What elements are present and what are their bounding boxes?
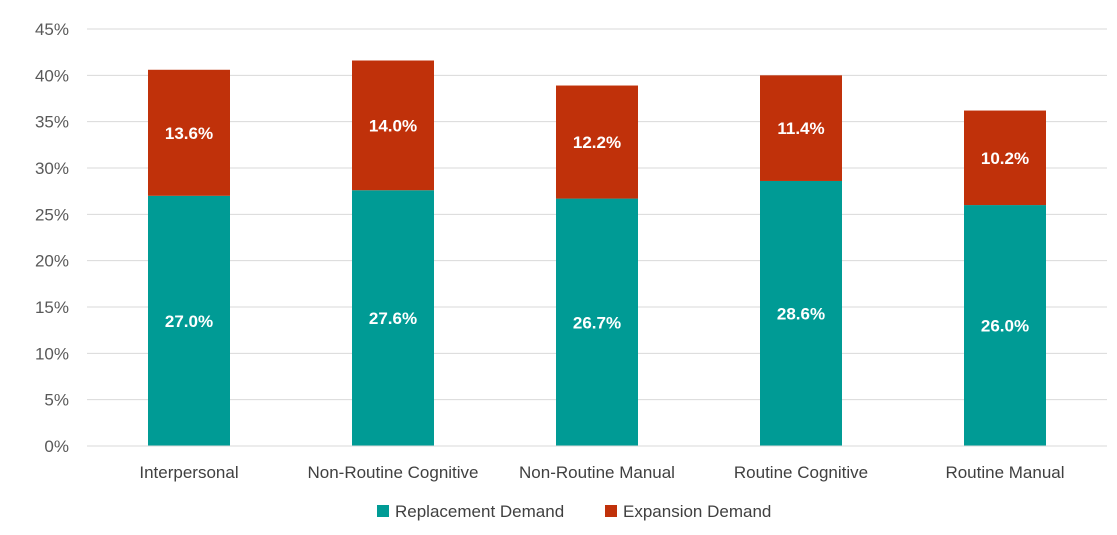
bar-segment [148, 195, 230, 446]
y-axis: 0% 5% 10% 15% 20% 25% 30% 35% 40% 45% [35, 20, 69, 456]
y-tick-label: 15% [35, 298, 69, 317]
data-label: 11.4% [777, 119, 824, 138]
bar-segment [352, 190, 434, 446]
legend-label: Expansion Demand [623, 502, 771, 521]
x-tick-label: Non-Routine Manual [519, 463, 675, 482]
y-tick-label: 40% [35, 66, 69, 85]
bar-segment [964, 205, 1046, 446]
bars [148, 60, 1046, 446]
data-label: 14.0% [369, 116, 417, 135]
y-tick-label: 25% [35, 205, 69, 224]
data-labels: 27.0% 13.6% 27.6% 14.0% 26.7% 12.2% 28.6% 11.4%… [165, 116, 1029, 335]
x-tick-label: Non-Routine Cognitive [307, 463, 478, 482]
legend: Replacement Demand Expansion Demand [377, 502, 771, 521]
data-label: 27.6% [369, 309, 417, 328]
legend-swatch [377, 505, 389, 517]
y-tick-label: 30% [35, 159, 69, 178]
bar-segment [760, 75, 842, 181]
x-tick-label: Interpersonal [139, 463, 238, 482]
y-tick-label: 0% [44, 437, 69, 456]
y-tick-label: 35% [35, 113, 69, 132]
x-tick-label: Routine Manual [945, 463, 1064, 482]
bar-segment [556, 85, 638, 199]
data-label: 28.6% [777, 304, 825, 323]
x-axis: Interpersonal Non-Routine Cognitive Non-Ro… [87, 445, 1107, 482]
data-label: 26.7% [573, 313, 621, 332]
bar-segment [760, 180, 842, 446]
legend-label: Replacement Demand [395, 502, 564, 521]
y-tick-label: 10% [35, 344, 69, 363]
bar-segment [556, 198, 638, 446]
data-label: 12.2% [573, 133, 621, 152]
legend-swatch [605, 505, 617, 517]
data-label: 10.2% [981, 149, 1029, 168]
data-label: 13.6% [165, 124, 213, 143]
y-tick-label: 5% [44, 391, 69, 410]
bar-segment [148, 69, 230, 196]
data-label: 27.0% [165, 312, 213, 331]
y-tick-label: 45% [35, 20, 69, 39]
bar-segment [352, 60, 434, 191]
y-tick-label: 20% [35, 252, 69, 271]
bar-segment [964, 110, 1046, 206]
x-tick-label: Routine Cognitive [734, 463, 868, 482]
data-label: 26.0% [981, 317, 1029, 336]
